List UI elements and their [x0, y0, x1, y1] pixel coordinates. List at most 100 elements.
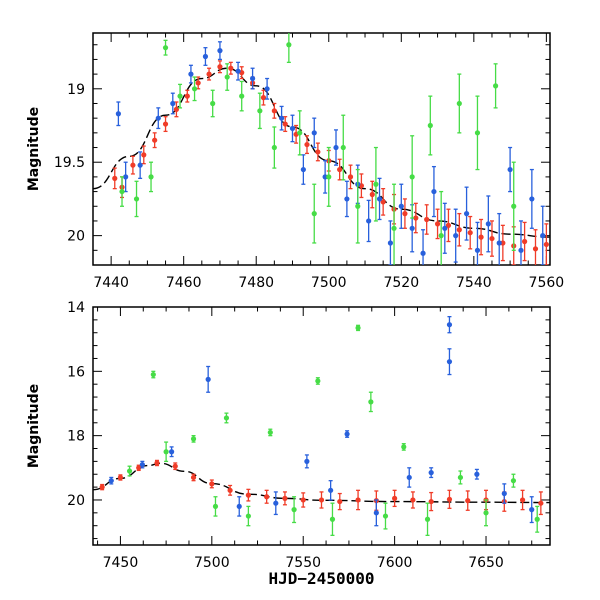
red-data-point — [519, 489, 526, 511]
red-data-point — [162, 116, 169, 133]
x-tick-label: 7600 — [377, 555, 413, 571]
point-marker — [529, 507, 535, 513]
red-data-point — [154, 459, 160, 467]
point-marker — [529, 196, 535, 202]
point-marker — [489, 235, 495, 242]
blue-data-point — [366, 199, 372, 243]
blue-data-point — [137, 151, 143, 180]
point-marker — [304, 458, 310, 464]
point-marker — [300, 497, 306, 503]
point-marker — [485, 221, 491, 227]
point-marker — [543, 241, 549, 248]
green-data-point — [326, 146, 332, 207]
point-marker — [347, 174, 354, 180]
blue-data-point — [485, 195, 491, 253]
point-marker — [136, 465, 142, 471]
red-data-point — [424, 204, 430, 235]
point-marker — [224, 74, 230, 80]
point-marker — [474, 130, 481, 136]
green-data-point — [409, 135, 415, 219]
point-marker — [519, 497, 526, 503]
blue-data-point — [446, 348, 453, 376]
point-marker — [434, 221, 441, 227]
green-data-point — [291, 496, 297, 524]
point-marker — [205, 376, 211, 382]
point-marker — [401, 444, 407, 450]
point-marker — [155, 115, 161, 121]
point-marker — [279, 115, 285, 121]
top-panel: 7440 7460 7480 7500 7520 7540 7560 19 19.5 20 Mag… — [26, 32, 565, 291]
red-data-point — [380, 187, 386, 216]
green-data-point — [190, 434, 197, 443]
point-marker — [173, 106, 180, 112]
x-tick-label: 7500 — [194, 555, 230, 571]
point-marker — [376, 196, 383, 202]
point-marker — [169, 449, 175, 455]
top-plot-frame — [92, 32, 551, 266]
green-data-point — [424, 502, 431, 537]
bottom-y-axis-label: Magnitude — [26, 384, 42, 468]
green-data-point — [245, 505, 251, 527]
green-data-point — [133, 180, 140, 218]
green-data-point — [163, 441, 169, 463]
point-marker — [355, 203, 361, 209]
point-marker — [326, 174, 332, 180]
red-data-point — [209, 479, 215, 489]
point-marker — [264, 86, 270, 92]
blue-data-point — [139, 460, 145, 469]
green-data-point — [534, 505, 540, 533]
point-marker — [300, 166, 306, 173]
point-marker — [188, 71, 194, 77]
point-marker — [228, 65, 234, 71]
blue-data-point — [249, 67, 256, 90]
blue-data-point — [188, 64, 194, 84]
point-marker — [315, 149, 321, 155]
point-marker — [445, 222, 452, 228]
point-marker — [163, 449, 169, 455]
green-data-point — [438, 190, 444, 265]
y-tick-label: 20 — [67, 493, 85, 509]
point-marker — [291, 507, 297, 513]
blue-data-point — [398, 183, 404, 229]
point-marker — [282, 495, 288, 501]
point-marker — [267, 429, 273, 436]
green-data-point — [191, 76, 198, 102]
red-data-point — [522, 221, 528, 262]
point-marker — [210, 100, 216, 107]
green-data-point — [119, 176, 125, 207]
red-data-point — [465, 490, 471, 511]
red-data-point — [410, 491, 416, 509]
point-marker — [387, 240, 394, 246]
green-data-point — [126, 465, 133, 477]
point-marker — [245, 492, 251, 498]
green-data-point — [150, 370, 156, 379]
red-data-point — [141, 145, 147, 165]
point-marker — [223, 415, 230, 421]
red-data-point — [543, 223, 549, 265]
blue-data-point — [474, 221, 481, 265]
point-marker — [540, 233, 546, 239]
point-marker — [355, 325, 361, 331]
blue-data-point — [333, 129, 339, 166]
point-marker — [184, 93, 190, 99]
point-marker — [257, 108, 263, 114]
x-tick-label: 7560 — [529, 275, 565, 291]
green-data-point — [355, 324, 361, 332]
blue-data-point — [501, 483, 507, 504]
y-tick-label: 16 — [67, 364, 85, 380]
green-data-point — [457, 470, 464, 485]
blue-data-point — [289, 114, 296, 143]
blue-data-point — [169, 446, 175, 458]
green-data-point — [311, 183, 317, 244]
bottom-panel: 7450 7500 7550 7600 7650 14 16 18 20 Magnitude H… — [26, 300, 551, 588]
y-tick-label: 19.5 — [54, 155, 85, 171]
blue-data-point — [428, 467, 434, 479]
red-data-point — [538, 491, 544, 516]
point-marker — [249, 75, 256, 82]
point-marker — [162, 45, 169, 51]
point-marker — [289, 125, 296, 132]
point-marker — [518, 247, 524, 253]
y-tick-label: 19 — [67, 82, 85, 98]
point-marker — [368, 399, 374, 405]
